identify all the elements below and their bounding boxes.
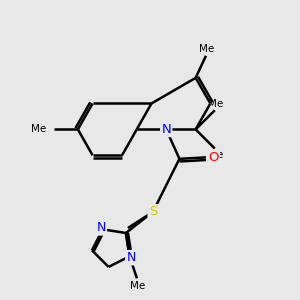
- Text: O: O: [208, 151, 219, 164]
- Text: Me: Me: [130, 281, 146, 291]
- Text: Me: Me: [199, 44, 214, 54]
- Text: Me: Me: [31, 124, 46, 134]
- Text: Me: Me: [208, 99, 223, 109]
- Text: N: N: [97, 221, 106, 234]
- Text: N: N: [161, 123, 171, 136]
- Text: N: N: [126, 251, 136, 264]
- Text: Me: Me: [208, 150, 223, 160]
- Text: S: S: [149, 205, 157, 218]
